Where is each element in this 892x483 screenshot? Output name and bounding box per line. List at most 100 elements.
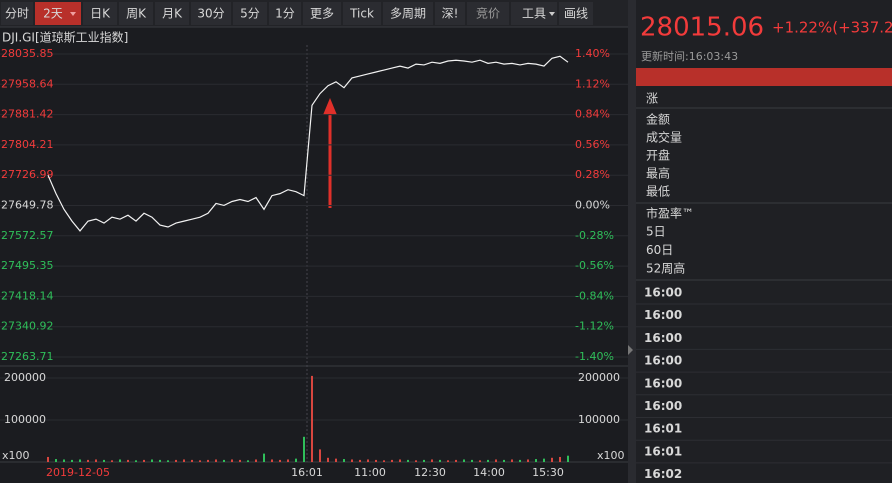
pct-tick-label: -1.12% — [575, 320, 614, 333]
volume-bar — [559, 456, 561, 462]
tab[interactable] — [435, 2, 465, 25]
volume-bar — [519, 459, 521, 462]
price-tick-label: 27649.78 — [1, 199, 54, 212]
trade-time: 16:00 — [644, 376, 682, 390]
volume-bar — [407, 459, 409, 462]
volume-bar — [495, 459, 497, 462]
volume-bar — [303, 436, 305, 462]
tab[interactable] — [1, 2, 33, 25]
tab-label[interactable]: 更多 — [310, 7, 334, 21]
tab-label[interactable]: 深! — [442, 7, 459, 21]
tab-label[interactable]: 1分 — [275, 7, 295, 21]
red-bar — [636, 68, 892, 86]
volume-bar — [479, 460, 481, 462]
volume-bar — [279, 459, 281, 462]
volume-bar — [167, 460, 169, 462]
volume-bar — [175, 459, 177, 462]
splitter — [628, 0, 636, 483]
tab[interactable] — [343, 2, 381, 25]
volume-bar — [567, 455, 569, 462]
tab-label[interactable]: 日K — [90, 7, 111, 21]
trade-time: 16:00 — [644, 399, 682, 413]
volume-tick-label: 200000 — [578, 371, 620, 384]
period-label: 52周高 — [646, 261, 685, 276]
volume-bar — [335, 458, 337, 462]
volume-bar — [511, 459, 513, 462]
volume-bar — [327, 457, 329, 462]
tab[interactable] — [83, 2, 117, 25]
tab[interactable] — [119, 2, 153, 25]
chart-title: DJI.GI[道琼斯工业指数] — [2, 30, 128, 45]
period-label: 60日 — [646, 243, 673, 257]
volume-unit: x100 — [2, 449, 30, 462]
tab[interactable] — [467, 2, 509, 25]
tab[interactable] — [191, 2, 231, 25]
volume-bar — [535, 459, 537, 462]
trade-time: 16:02 — [644, 467, 682, 481]
trade-time: 16:00 — [644, 331, 682, 345]
tab-label[interactable]: 月K — [162, 7, 183, 21]
volume-bar — [351, 459, 353, 462]
volume-bar — [463, 459, 465, 462]
volume-bar — [71, 459, 73, 462]
volume-bar — [311, 375, 313, 462]
price-tick-label: 27340.92 — [1, 320, 54, 333]
tab[interactable] — [511, 2, 557, 25]
pct-tick-label: -0.28% — [575, 229, 614, 242]
volume-bar — [199, 460, 201, 462]
tab-label[interactable]: 周K — [126, 7, 147, 21]
volume-bar — [343, 459, 345, 462]
volume-bar — [399, 459, 401, 462]
volume-bar — [191, 459, 193, 462]
volume-bar — [383, 460, 385, 462]
field-label: 金额 — [646, 112, 670, 127]
tab-label[interactable]: 工具 — [522, 7, 546, 21]
tab[interactable] — [269, 2, 301, 25]
volume-bar — [207, 459, 209, 462]
trade-time: 16:00 — [644, 308, 682, 322]
tab-label[interactable]: 画线 — [564, 7, 588, 21]
volume-bar — [295, 458, 297, 462]
volume-bar — [447, 460, 449, 462]
tab[interactable] — [35, 2, 81, 25]
pct-tick-label: 0.00% — [575, 199, 610, 212]
pct-tick-label: 0.28% — [575, 168, 610, 181]
tab[interactable] — [155, 2, 189, 25]
period-label: 5日 — [646, 225, 666, 239]
volume-bar — [143, 459, 145, 462]
price-line — [47, 55, 569, 232]
volume-bar — [455, 459, 457, 462]
tab-label[interactable]: 竞价 — [476, 7, 500, 21]
price-tick-label: 28035.85 — [1, 47, 54, 60]
volume-bar — [215, 459, 217, 462]
volume-bar — [239, 459, 241, 462]
tab-label[interactable]: 5分 — [240, 7, 260, 21]
price-tick-label: 27495.35 — [1, 259, 54, 272]
tab-label[interactable]: Tick — [349, 7, 374, 21]
tab[interactable] — [383, 2, 433, 25]
volume-bar — [135, 460, 137, 462]
volume-bar — [359, 459, 361, 462]
volume-bar — [47, 456, 49, 462]
tab[interactable] — [233, 2, 267, 25]
quote-change: +1.22%(+337.27) — [772, 19, 892, 37]
pe-label: 市盈率™ — [646, 206, 694, 221]
tab-label[interactable]: 分时 — [5, 7, 29, 21]
volume-bar — [111, 460, 113, 462]
tab-label[interactable]: 多周期 — [390, 7, 426, 21]
trade-time: 16:00 — [644, 354, 682, 368]
volume-bar — [183, 459, 185, 462]
annotation-arrow-head — [323, 98, 337, 115]
pct-tick-label: 0.84% — [575, 108, 610, 121]
tab[interactable] — [303, 2, 341, 25]
time-label: 12:30 — [414, 466, 446, 479]
field-label: 最低 — [646, 185, 670, 199]
tab-label[interactable]: 2天 — [43, 7, 63, 21]
volume-bar — [119, 459, 121, 462]
price-tick-label: 27263.71 — [1, 350, 54, 363]
tab[interactable] — [559, 2, 593, 25]
field-label: 开盘 — [646, 148, 670, 163]
volume-bar — [543, 458, 545, 462]
tab-label[interactable]: 30分 — [197, 7, 224, 21]
volume-bar — [439, 459, 441, 462]
